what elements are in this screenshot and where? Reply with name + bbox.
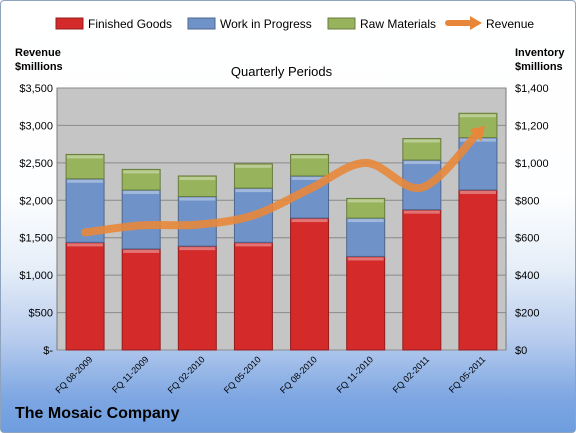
- legend-label: Raw Materials: [360, 17, 436, 31]
- right-tick-label: $0: [515, 345, 527, 357]
- bar-segment: [346, 217, 386, 257]
- left-tick-label: $500: [29, 308, 53, 320]
- bar-highlight: [403, 210, 440, 214]
- legend-swatch: [327, 17, 356, 30]
- legend-arrow-icon: [470, 16, 482, 30]
- x-tick-label: FQ 05-2010: [222, 354, 263, 395]
- bar-highlight: [347, 219, 384, 223]
- left-tick-label: $2,500: [19, 158, 53, 170]
- bar-highlight: [179, 176, 216, 180]
- bar-segment: [121, 189, 161, 250]
- company-name: The Mosaic Company: [15, 405, 180, 422]
- bar-segment: [458, 189, 498, 351]
- bar-segment: [121, 248, 161, 351]
- right-axis-title: $millions: [515, 61, 563, 73]
- revenue-line: [81, 128, 482, 237]
- revenue-arrowhead: [469, 125, 486, 142]
- bar-highlight: [123, 249, 160, 253]
- left-tick-label: $3,000: [19, 120, 53, 132]
- bar-highlight: [403, 161, 440, 165]
- x-tick-label: FQ 05-2011: [447, 354, 488, 395]
- bar-segment: [290, 153, 330, 177]
- right-tick-label: $200: [515, 308, 539, 320]
- x-tick-label: FQ 08-2010: [278, 354, 319, 395]
- left-axis-title: Revenue: [15, 47, 61, 59]
- bar-segment: [121, 168, 161, 191]
- bar-highlight: [123, 170, 160, 174]
- bar-highlight: [291, 155, 328, 159]
- x-tick-label: FQ 11-2009: [110, 354, 151, 395]
- left-axis-title: $millions: [15, 61, 63, 73]
- right-tick-label: $1,000: [515, 158, 549, 170]
- left-tick-label: $-: [43, 345, 53, 357]
- legend-label: Finished Goods: [88, 17, 172, 31]
- left-tick-label: $1,000: [19, 270, 53, 282]
- bar-highlight: [403, 139, 440, 143]
- bar-highlight: [179, 247, 216, 251]
- right-tick-label: $1,200: [515, 120, 549, 132]
- bar-segment: [233, 241, 273, 351]
- x-tick-label: FQ 02-2011: [391, 354, 432, 395]
- x-tick-label: FQ 11-2010: [335, 354, 376, 395]
- right-tick-label: $1,400: [515, 83, 549, 95]
- bar-highlight: [347, 199, 384, 203]
- legend-label: Work in Progress: [220, 17, 312, 31]
- bar-highlight: [291, 176, 328, 180]
- right-axis-title: Inventory: [515, 47, 565, 59]
- bar-highlight: [235, 164, 272, 168]
- bar-highlight: [459, 114, 496, 118]
- x-tick-label: FQ 08-2009: [53, 354, 94, 395]
- bar-segment: [402, 138, 442, 161]
- bar-segment: [177, 175, 217, 198]
- bar-segment: [402, 209, 442, 351]
- bar-highlight: [67, 179, 104, 183]
- left-tick-label: $1,500: [19, 233, 53, 245]
- bar-highlight: [235, 243, 272, 247]
- bar-highlight: [459, 138, 496, 142]
- legend-label: Revenue: [486, 17, 534, 31]
- bar-highlight: [179, 197, 216, 201]
- bar-segment: [290, 217, 330, 351]
- chart-title: Quarterly Periods: [231, 64, 333, 79]
- left-tick-label: $2,000: [19, 195, 53, 207]
- bar-segment: [65, 241, 105, 351]
- right-tick-label: $400: [515, 270, 539, 282]
- bar-highlight: [67, 155, 104, 159]
- legend-swatch: [55, 17, 84, 30]
- bar-highlight: [291, 219, 328, 223]
- bar-highlight: [67, 243, 104, 247]
- left-tick-label: $3,500: [19, 83, 53, 95]
- bar-segment: [65, 153, 105, 180]
- bar-segment: [346, 255, 386, 351]
- bar-highlight: [235, 189, 272, 193]
- bar-highlight: [459, 190, 496, 194]
- bar-segment: [177, 245, 217, 351]
- right-tick-label: $800: [515, 195, 539, 207]
- x-tick-label: FQ 02-2010: [166, 354, 207, 395]
- bar-segment: [346, 197, 386, 219]
- legend-swatch: [187, 17, 216, 30]
- bar-segment: [233, 163, 273, 189]
- bar-highlight: [123, 190, 160, 194]
- right-tick-label: $600: [515, 233, 539, 245]
- bar-highlight: [347, 257, 384, 261]
